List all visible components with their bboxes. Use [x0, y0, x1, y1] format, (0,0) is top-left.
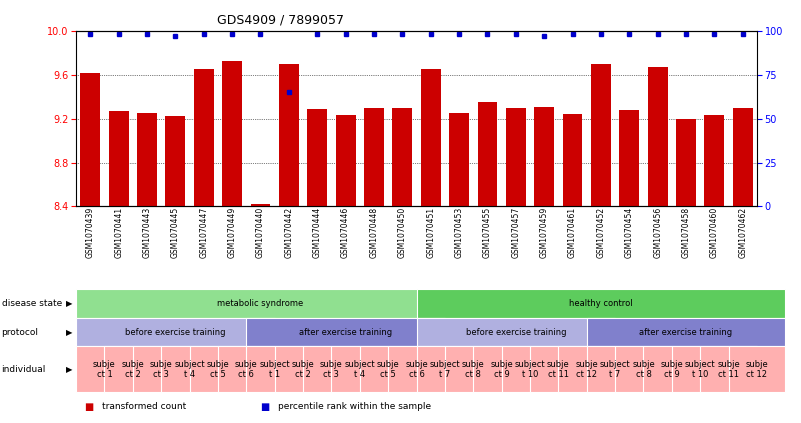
Text: subject
t 7: subject t 7 [429, 360, 461, 379]
Text: GSM1070442: GSM1070442 [284, 206, 293, 258]
Text: subje
ct 11: subje ct 11 [547, 360, 570, 379]
Text: transformed count: transformed count [102, 402, 186, 411]
Text: subje
ct 9: subje ct 9 [661, 360, 683, 379]
Text: GSM1070445: GSM1070445 [171, 206, 180, 258]
Text: subje
ct 6: subje ct 6 [405, 360, 428, 379]
Text: subje
ct 3: subje ct 3 [150, 360, 172, 379]
Text: GSM1070448: GSM1070448 [369, 206, 378, 258]
Bar [562, 114, 582, 206]
Text: GDS4909 / 7899057: GDS4909 / 7899057 [217, 14, 344, 27]
Text: GSM1070452: GSM1070452 [597, 206, 606, 258]
Text: subject
t 10: subject t 10 [685, 360, 715, 379]
Bar [591, 64, 611, 206]
Text: subject
t 10: subject t 10 [515, 360, 545, 379]
Bar [279, 64, 299, 206]
Text: GSM1070453: GSM1070453 [455, 206, 464, 258]
Text: GSM1070447: GSM1070447 [199, 206, 208, 258]
Text: subje
ct 3: subje ct 3 [320, 360, 343, 379]
Text: ▶: ▶ [66, 327, 72, 337]
Text: subje
ct 11: subje ct 11 [717, 360, 740, 379]
Text: subje
ct 5: subje ct 5 [207, 360, 229, 379]
Bar [80, 73, 100, 206]
Text: disease state: disease state [2, 299, 62, 308]
Text: ▶: ▶ [66, 299, 72, 308]
Text: subje
ct 6: subje ct 6 [235, 360, 258, 379]
Text: GSM1070457: GSM1070457 [511, 206, 521, 258]
Text: GSM1070454: GSM1070454 [625, 206, 634, 258]
Text: subje
ct 8: subje ct 8 [632, 360, 655, 379]
Bar [392, 108, 413, 206]
Bar [704, 115, 724, 206]
Text: GSM1070439: GSM1070439 [86, 206, 95, 258]
Text: GSM1070456: GSM1070456 [653, 206, 662, 258]
Text: GSM1070444: GSM1070444 [312, 206, 322, 258]
Text: GSM1070449: GSM1070449 [227, 206, 236, 258]
Bar [676, 119, 696, 206]
Text: after exercise training: after exercise training [639, 327, 733, 337]
Text: ■: ■ [260, 401, 270, 412]
Text: GSM1070455: GSM1070455 [483, 206, 492, 258]
Text: GSM1070451: GSM1070451 [426, 206, 435, 258]
Text: ▶: ▶ [66, 365, 72, 374]
Text: percentile rank within the sample: percentile rank within the sample [278, 402, 431, 411]
Text: before exercise training: before exercise training [125, 327, 226, 337]
Text: healthy control: healthy control [569, 299, 633, 308]
Bar [336, 115, 356, 206]
Bar [648, 67, 667, 206]
Bar [449, 113, 469, 206]
Bar [166, 116, 185, 206]
Bar [251, 204, 271, 206]
Text: GSM1070459: GSM1070459 [540, 206, 549, 258]
Text: subje
ct 2: subje ct 2 [292, 360, 315, 379]
Text: subje
ct 1: subje ct 1 [93, 360, 116, 379]
Text: subje
ct 9: subje ct 9 [490, 360, 513, 379]
Text: GSM1070446: GSM1070446 [341, 206, 350, 258]
Text: GSM1070461: GSM1070461 [568, 206, 577, 258]
Bar [109, 111, 129, 206]
Bar [222, 60, 242, 206]
Text: subje
ct 12: subje ct 12 [746, 360, 768, 379]
Text: ■: ■ [84, 401, 94, 412]
Text: after exercise training: after exercise training [299, 327, 392, 337]
Bar [421, 69, 441, 206]
Text: GSM1070460: GSM1070460 [710, 206, 718, 258]
Text: GSM1070440: GSM1070440 [256, 206, 265, 258]
Text: subject
t 4: subject t 4 [175, 360, 205, 379]
Bar [194, 69, 214, 206]
Text: subject
t 1: subject t 1 [260, 360, 290, 379]
Text: subject
t 7: subject t 7 [600, 360, 630, 379]
Text: GSM1070443: GSM1070443 [143, 206, 151, 258]
Text: subje
ct 8: subje ct 8 [462, 360, 485, 379]
Text: protocol: protocol [2, 327, 38, 337]
Text: individual: individual [2, 365, 46, 374]
Text: subje
ct 5: subje ct 5 [376, 360, 400, 379]
Text: before exercise training: before exercise training [465, 327, 566, 337]
Bar [534, 107, 554, 206]
Text: subje
ct 12: subje ct 12 [575, 360, 598, 379]
Bar [477, 102, 497, 206]
Text: subje
ct 2: subje ct 2 [122, 360, 144, 379]
Text: metabolic syndrome: metabolic syndrome [217, 299, 304, 308]
Bar [733, 108, 753, 206]
Text: GSM1070450: GSM1070450 [398, 206, 407, 258]
Text: GSM1070458: GSM1070458 [682, 206, 690, 258]
Bar [308, 109, 327, 206]
Text: subject
t 4: subject t 4 [344, 360, 375, 379]
Bar [619, 110, 639, 206]
Bar [506, 108, 525, 206]
Text: GSM1070462: GSM1070462 [739, 206, 747, 258]
Bar [137, 113, 157, 206]
Text: GSM1070441: GSM1070441 [115, 206, 123, 258]
Bar [364, 108, 384, 206]
